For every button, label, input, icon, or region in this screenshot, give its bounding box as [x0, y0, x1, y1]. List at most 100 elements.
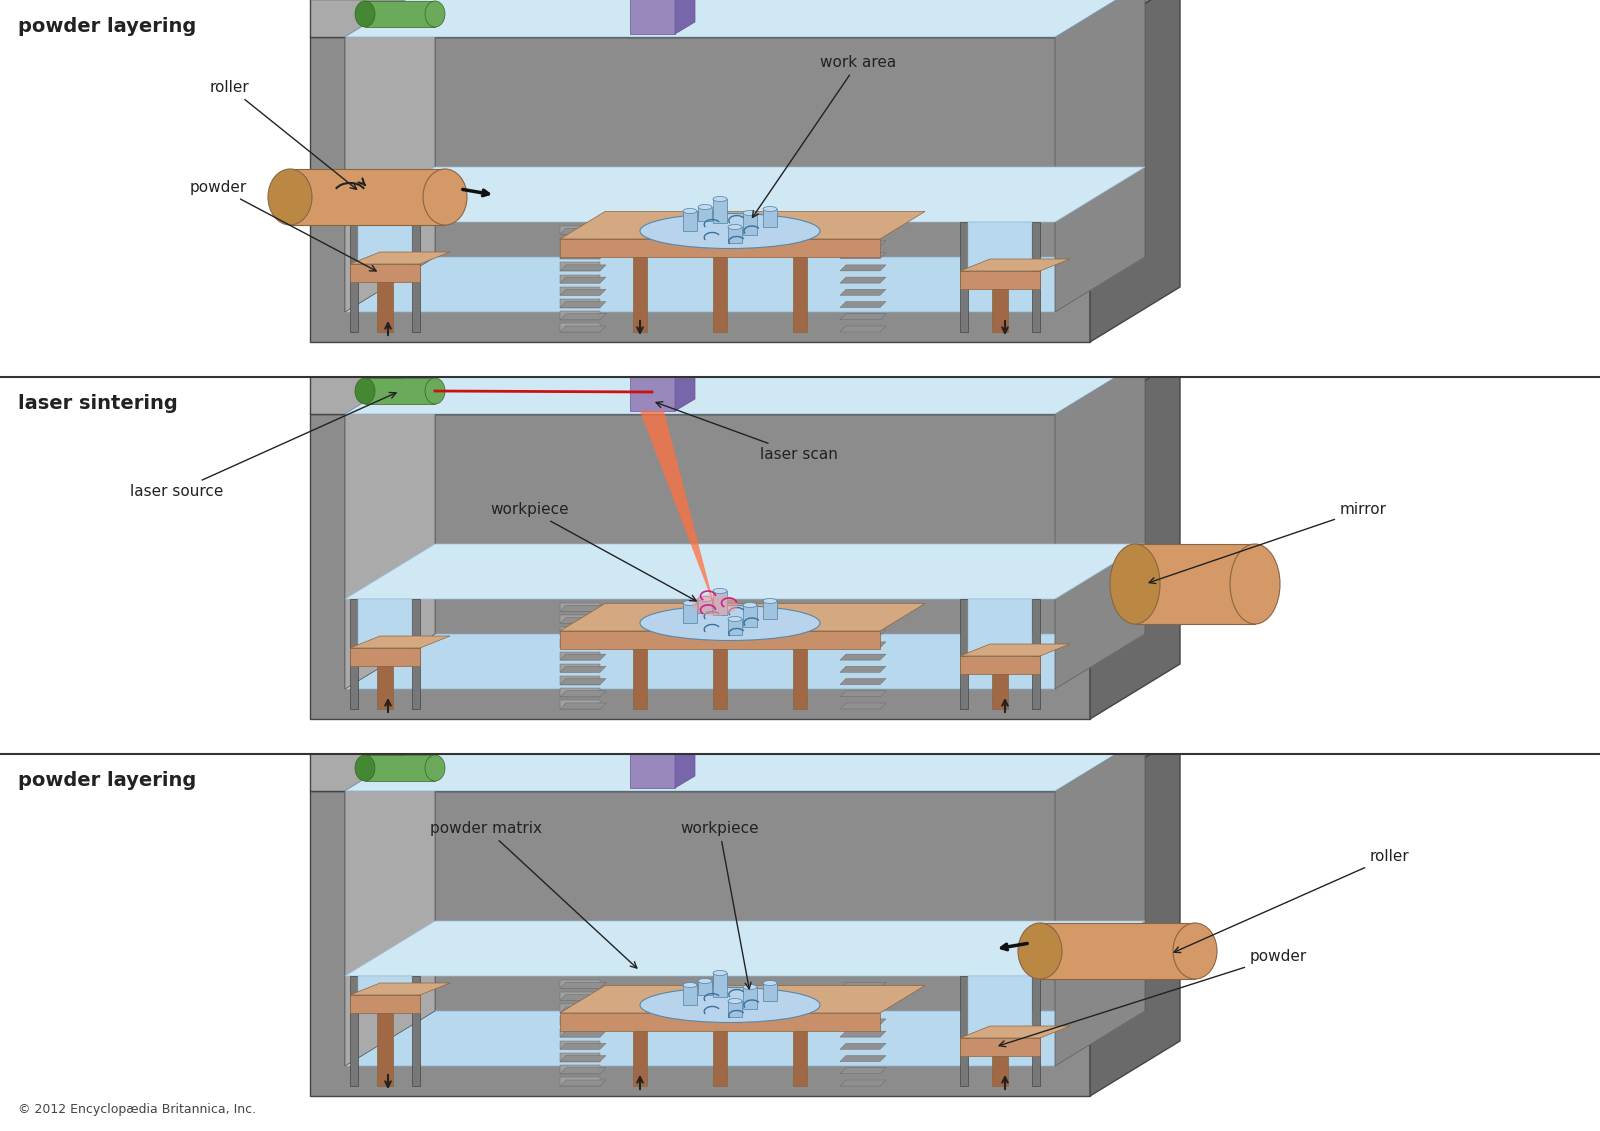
Text: powder matrix: powder matrix — [430, 821, 637, 968]
Ellipse shape — [640, 987, 819, 1022]
Polygon shape — [560, 311, 600, 320]
Ellipse shape — [728, 999, 742, 1003]
Polygon shape — [350, 995, 419, 1013]
Polygon shape — [560, 228, 606, 234]
Ellipse shape — [714, 970, 726, 976]
Polygon shape — [1032, 599, 1040, 709]
Polygon shape — [840, 302, 886, 308]
Polygon shape — [683, 211, 698, 231]
Polygon shape — [560, 631, 880, 649]
Polygon shape — [698, 599, 712, 613]
Polygon shape — [560, 277, 606, 283]
Text: work area: work area — [752, 55, 896, 217]
Polygon shape — [378, 666, 394, 709]
Polygon shape — [630, 750, 675, 788]
Polygon shape — [310, 359, 1181, 414]
Polygon shape — [346, 359, 435, 689]
Polygon shape — [358, 599, 413, 648]
Text: powder layering: powder layering — [18, 17, 197, 36]
Polygon shape — [310, 753, 1090, 791]
Polygon shape — [310, 414, 1090, 719]
Polygon shape — [560, 664, 600, 672]
Polygon shape — [560, 630, 606, 636]
Polygon shape — [840, 313, 886, 320]
Polygon shape — [560, 639, 600, 648]
Polygon shape — [1032, 222, 1040, 333]
Ellipse shape — [683, 601, 698, 605]
Polygon shape — [560, 1004, 600, 1012]
Polygon shape — [840, 982, 886, 988]
Polygon shape — [560, 252, 606, 259]
Polygon shape — [1054, 359, 1146, 689]
Polygon shape — [560, 676, 600, 684]
Polygon shape — [960, 1026, 1070, 1038]
Polygon shape — [560, 1078, 600, 1086]
Ellipse shape — [763, 981, 778, 985]
Polygon shape — [346, 1011, 1146, 1067]
Polygon shape — [560, 275, 600, 283]
Polygon shape — [560, 979, 600, 988]
Polygon shape — [1040, 923, 1195, 979]
Polygon shape — [1054, 736, 1146, 1067]
Text: roller: roller — [1174, 849, 1410, 952]
Polygon shape — [310, 736, 1181, 791]
Polygon shape — [346, 736, 435, 1067]
Ellipse shape — [683, 208, 698, 214]
Polygon shape — [560, 604, 925, 631]
Ellipse shape — [355, 378, 374, 404]
Polygon shape — [840, 252, 886, 259]
Polygon shape — [840, 703, 886, 709]
Polygon shape — [683, 985, 698, 1005]
Text: workpiece: workpiece — [680, 821, 758, 988]
Polygon shape — [413, 222, 419, 333]
Polygon shape — [560, 326, 606, 333]
Polygon shape — [968, 222, 1032, 271]
Polygon shape — [840, 630, 886, 636]
Ellipse shape — [763, 598, 778, 604]
Polygon shape — [346, 921, 1146, 976]
Text: laser scan: laser scan — [656, 402, 838, 461]
Polygon shape — [840, 277, 886, 283]
Polygon shape — [968, 599, 1032, 656]
Polygon shape — [960, 976, 968, 1086]
Polygon shape — [378, 1013, 394, 1086]
Polygon shape — [378, 282, 394, 333]
Polygon shape — [413, 976, 419, 1086]
Ellipse shape — [422, 169, 467, 225]
Ellipse shape — [355, 1, 374, 27]
Polygon shape — [840, 290, 886, 295]
Polygon shape — [310, 791, 1090, 1096]
Polygon shape — [634, 649, 646, 709]
Polygon shape — [840, 605, 886, 611]
Polygon shape — [960, 1038, 1040, 1056]
Ellipse shape — [714, 588, 726, 594]
Polygon shape — [560, 1041, 600, 1050]
Polygon shape — [346, 359, 435, 689]
Polygon shape — [1090, 0, 1181, 342]
Polygon shape — [365, 756, 435, 782]
Polygon shape — [560, 226, 600, 234]
Polygon shape — [698, 207, 712, 221]
Polygon shape — [310, 321, 1181, 375]
Polygon shape — [840, 1007, 886, 1012]
Polygon shape — [560, 239, 880, 257]
Ellipse shape — [742, 984, 757, 990]
Ellipse shape — [426, 1, 445, 27]
Polygon shape — [560, 1068, 606, 1073]
Polygon shape — [560, 1019, 606, 1025]
Polygon shape — [840, 1080, 886, 1086]
Polygon shape — [310, 0, 1090, 37]
Polygon shape — [560, 985, 925, 1013]
Polygon shape — [560, 1007, 606, 1012]
Polygon shape — [346, 0, 435, 312]
Polygon shape — [560, 1043, 606, 1050]
Polygon shape — [840, 1068, 886, 1073]
Ellipse shape — [728, 616, 742, 622]
Polygon shape — [560, 287, 600, 295]
Polygon shape — [960, 259, 1070, 271]
Polygon shape — [840, 642, 886, 648]
Polygon shape — [794, 1031, 806, 1086]
Polygon shape — [742, 987, 757, 1009]
Polygon shape — [794, 649, 806, 709]
Text: workpiece: workpiece — [490, 502, 696, 601]
